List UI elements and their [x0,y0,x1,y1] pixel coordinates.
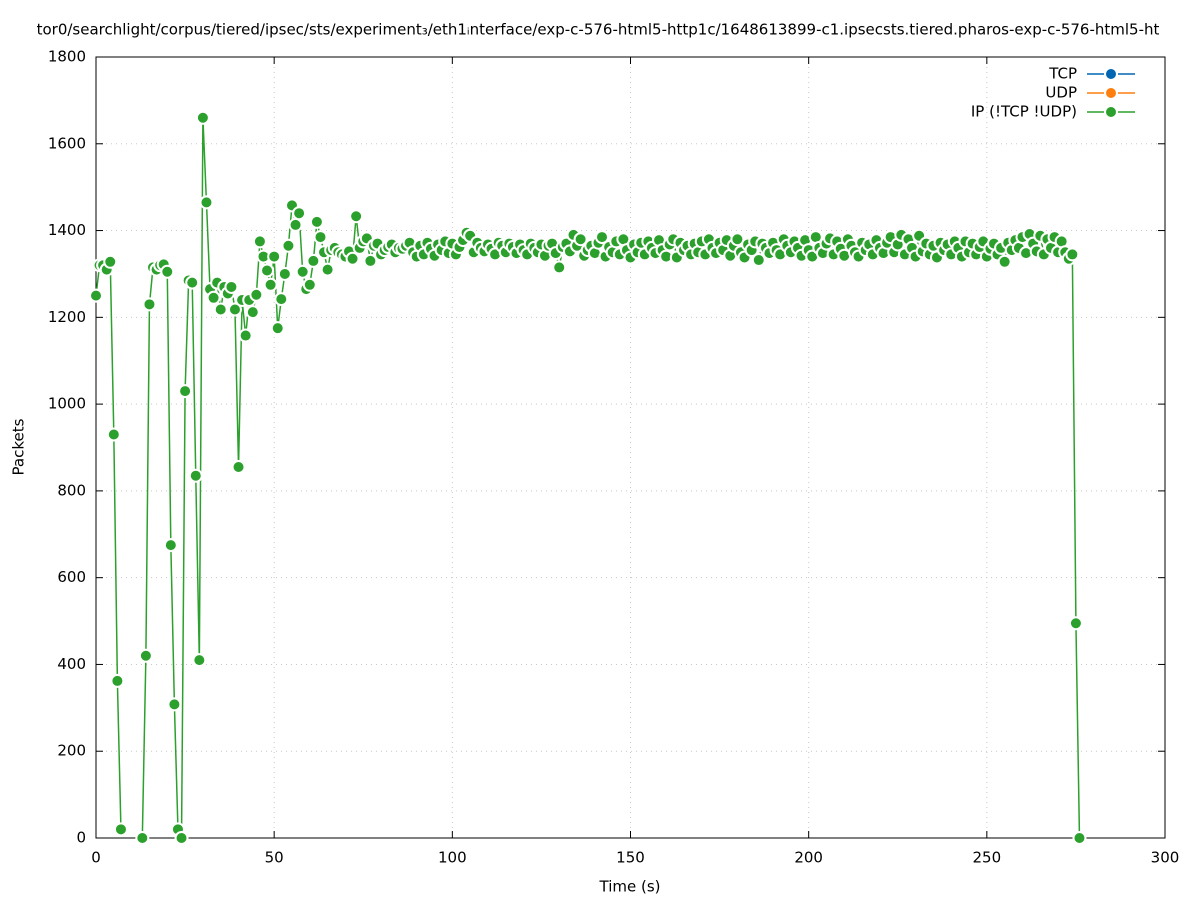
data-point [277,266,292,281]
legend-label: TCP [1048,65,1077,83]
y-tick-label: 0 [76,829,86,847]
data-point [270,321,285,336]
data-point [231,460,246,475]
data-point [195,110,210,125]
data-point [163,538,178,553]
data-point [313,230,328,245]
data-point [213,302,228,317]
y-tick-label: 800 [57,481,86,499]
data-point [274,292,289,307]
data-point [267,249,282,264]
data-point [730,232,745,247]
data-point [160,264,175,279]
data-point [263,277,278,292]
data-point [167,697,182,712]
data-point [238,328,253,343]
data-point [997,254,1012,269]
data-point [142,297,157,312]
data-point [594,230,609,245]
legend-marker [1104,67,1118,81]
data-point [309,214,324,229]
data-point [192,653,207,668]
y-axis-label: Packets [10,418,28,475]
data-point [320,262,335,277]
data-point [135,831,150,845]
data-point [281,238,296,253]
x-tick-label: 150 [616,849,645,867]
data-point [110,673,125,688]
plot-frame [95,56,1166,839]
chart-title: tor0/searchlight/corpus/tiered/ipsec/sts… [37,21,1160,39]
y-tick-label: 1800 [48,48,86,66]
data-point [106,427,121,442]
data-point [227,302,242,317]
data-point [552,260,567,275]
data-point [89,288,103,303]
data-point [363,253,378,268]
data-point [345,251,360,266]
data-point [199,195,214,210]
data-point [295,264,310,279]
x-tick-label: 50 [265,849,284,867]
data-point [224,279,239,294]
data-point [188,468,203,483]
y-tick-label: 1600 [48,134,86,152]
data-point [252,234,267,249]
data-point [178,384,193,399]
x-tick-label: 0 [91,849,101,867]
y-tick-label: 600 [57,568,86,586]
data-point [751,253,766,268]
data-point [185,275,200,290]
data-point [306,253,321,268]
data-point [206,290,221,305]
data-point [349,209,364,224]
data-point [292,206,307,221]
data-point [260,263,275,278]
y-tick-label: 1000 [48,395,86,413]
y-tick-label: 1400 [48,221,86,239]
data-point [138,648,153,663]
x-axis-label: Time (s) [599,878,661,896]
x-tick-label: 100 [438,849,467,867]
legend-label: IP (!TCP !UDP) [971,103,1077,121]
legend-marker [1104,105,1118,119]
x-tick-label: 300 [1151,849,1180,867]
series-line [95,117,1081,839]
data-point [103,254,118,269]
data-point [245,305,260,320]
data-point [1065,247,1080,262]
data-point [249,287,264,302]
data-point [174,831,189,845]
data-point [288,217,303,232]
x-tick-label: 250 [973,849,1002,867]
y-tick-label: 200 [57,742,86,760]
data-point [573,232,588,247]
y-tick-label: 1200 [48,308,86,326]
y-tick-label: 400 [57,655,86,673]
legend-label: UDP [1045,84,1077,102]
x-tick-label: 200 [794,849,823,867]
data-point [1068,616,1083,631]
data-point [302,277,317,292]
legend-marker [1104,86,1118,100]
data-point [1072,831,1087,845]
data-point [113,822,128,837]
